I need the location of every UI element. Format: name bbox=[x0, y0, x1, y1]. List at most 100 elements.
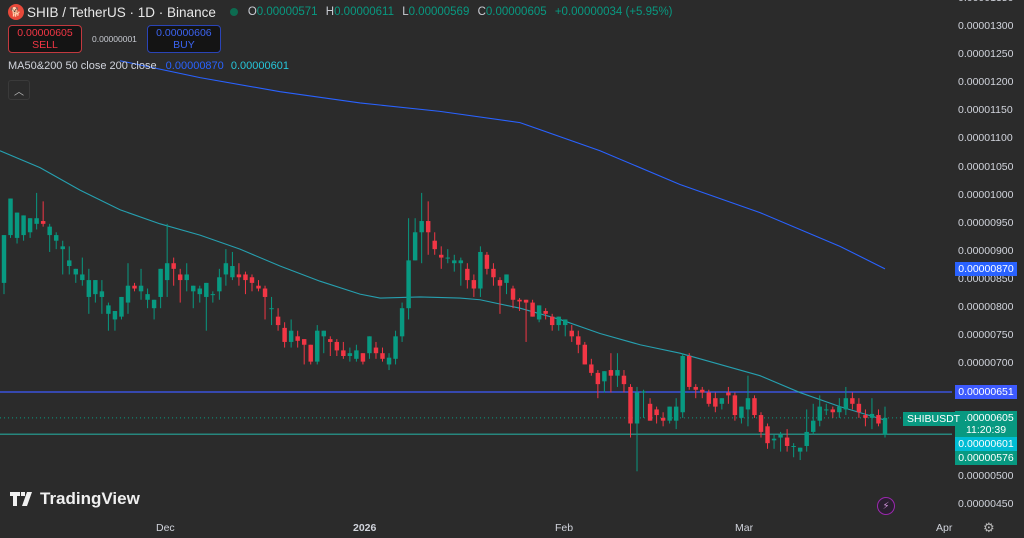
candle-body bbox=[739, 406, 744, 418]
candle-body bbox=[517, 299, 522, 302]
candle-body bbox=[373, 347, 379, 354]
candle-body bbox=[354, 350, 359, 359]
candle-body bbox=[53, 235, 59, 241]
collapse-legend-button[interactable]: ︿ bbox=[8, 80, 30, 100]
candle-body bbox=[158, 268, 163, 297]
candle-body bbox=[458, 260, 464, 264]
candle-body bbox=[595, 372, 601, 385]
candle-body bbox=[784, 437, 790, 446]
candle-body bbox=[399, 308, 405, 337]
candle-body bbox=[380, 353, 385, 359]
buy-button[interactable]: 0.00000606 BUY bbox=[146, 25, 221, 53]
candle-body bbox=[504, 274, 509, 283]
candle-body bbox=[745, 398, 751, 410]
candle-body bbox=[288, 330, 294, 342]
candle-body bbox=[778, 434, 783, 438]
candle-body bbox=[425, 221, 431, 233]
candle-body bbox=[308, 344, 313, 362]
candle-body bbox=[817, 406, 822, 421]
candle-body bbox=[21, 215, 26, 236]
candle-countdown: 11:20:39 bbox=[965, 424, 1007, 436]
price-tick: 0.00001350 bbox=[958, 0, 1013, 4]
ma200-price-tag: 0.00000870 bbox=[955, 262, 1017, 276]
ma50-line bbox=[0, 150, 886, 421]
candle-body bbox=[706, 392, 712, 404]
settings-gear-icon[interactable]: ⚙ bbox=[983, 520, 995, 535]
candle-body bbox=[569, 330, 574, 337]
time-label-mar: Mar bbox=[735, 522, 754, 534]
ma200-value: 0.00000870 bbox=[165, 60, 224, 72]
candle-body bbox=[412, 232, 418, 261]
shiba-inu-icon: 🐕 bbox=[8, 4, 24, 20]
last-price-tag: 0.00000605 11:20:39 bbox=[955, 411, 1017, 437]
candle-body bbox=[262, 288, 268, 297]
candle-body bbox=[876, 415, 881, 424]
candle-body bbox=[856, 403, 862, 413]
candle-body bbox=[830, 409, 836, 413]
candle-body bbox=[204, 282, 209, 297]
spread-value: 0.00000001 bbox=[92, 34, 137, 44]
candle-body bbox=[797, 447, 803, 452]
candle-body bbox=[282, 327, 287, 342]
candle-body bbox=[80, 274, 85, 281]
candle-body bbox=[758, 415, 764, 432]
ma50-value: 0.00000601 bbox=[230, 60, 289, 72]
candle-body bbox=[563, 319, 568, 326]
candle-body bbox=[223, 263, 229, 275]
candle-body bbox=[804, 431, 809, 446]
candle-body bbox=[752, 398, 757, 416]
candle-body bbox=[315, 330, 320, 362]
candle-body bbox=[484, 254, 490, 269]
tradingview-logo[interactable]: TradingView bbox=[10, 489, 140, 509]
candle-body bbox=[869, 413, 875, 418]
candle-body bbox=[582, 344, 588, 365]
candle-body bbox=[602, 371, 607, 382]
candle-body bbox=[471, 280, 477, 289]
candle-body bbox=[654, 409, 659, 416]
ma50-price-tag: 0.00000601 bbox=[955, 437, 1017, 451]
candle-body bbox=[334, 341, 340, 351]
candle-body bbox=[367, 336, 372, 354]
candle-body bbox=[184, 274, 189, 281]
candle-body bbox=[34, 218, 39, 224]
candle-body bbox=[164, 263, 170, 281]
lightning-icon[interactable]: ⚡ bbox=[877, 497, 895, 515]
candle-body bbox=[660, 417, 666, 421]
candle-body bbox=[125, 285, 131, 303]
candle-body bbox=[347, 353, 353, 357]
price-tick: 0.00000850 bbox=[958, 273, 1014, 286]
ma200-line bbox=[119, 60, 886, 270]
candle-body bbox=[8, 198, 13, 236]
candle-body bbox=[647, 403, 653, 421]
candle-body bbox=[843, 398, 849, 410]
indicator-legend[interactable]: MA50&200 50 close 200 close 0.00000870 0… bbox=[8, 60, 289, 72]
candle-body bbox=[217, 277, 222, 292]
candle-body bbox=[882, 417, 888, 435]
candle-body bbox=[171, 263, 176, 269]
price-tick: 0.00000500 bbox=[958, 469, 1014, 482]
candle-body bbox=[47, 226, 52, 236]
candle-body bbox=[230, 266, 235, 278]
ohlc-values: O0.00000571 H0.00000611 L0.00000569 C0.0… bbox=[247, 6, 673, 18]
symbol-title[interactable]: SHIB / TetherUS · 1D · Binance bbox=[27, 4, 216, 20]
price-change: +0.00000034 (+5.95%) bbox=[554, 6, 673, 18]
candle-body bbox=[850, 398, 855, 404]
candle-body bbox=[269, 308, 274, 310]
candle-body bbox=[497, 280, 503, 286]
price-tick: 0.00001250 bbox=[958, 48, 1014, 61]
candle-body bbox=[510, 288, 516, 300]
candle-body bbox=[621, 375, 627, 385]
candle-body bbox=[693, 386, 698, 390]
price-tick: 0.00000800 bbox=[958, 301, 1014, 314]
candle-body bbox=[824, 409, 829, 411]
candle-body bbox=[628, 386, 633, 424]
sell-button[interactable]: 0.00000605 SELL bbox=[8, 25, 82, 53]
price-tick: 0.00000700 bbox=[958, 357, 1014, 370]
candle-body bbox=[589, 364, 594, 373]
candle-body bbox=[556, 316, 561, 326]
candle-body bbox=[393, 336, 398, 359]
candle-body bbox=[680, 356, 685, 413]
candle-body bbox=[73, 268, 79, 275]
price-tick: 0.00001300 bbox=[958, 20, 1014, 32]
